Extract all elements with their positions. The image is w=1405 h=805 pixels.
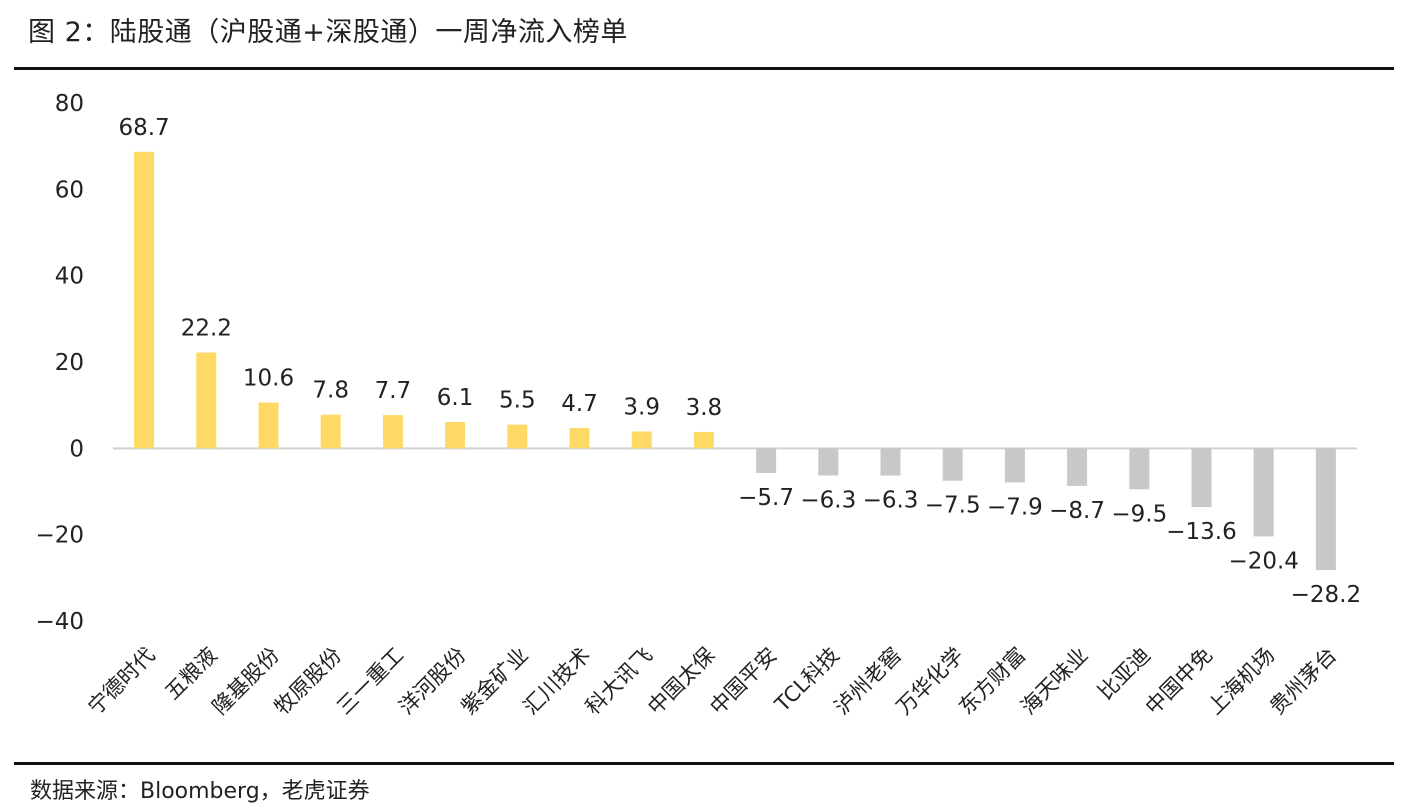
- value-label: −20.4: [1228, 548, 1298, 574]
- bottom-rule: [14, 762, 1394, 765]
- value-label: 3.9: [623, 394, 660, 420]
- bar: [1315, 448, 1336, 571]
- value-label: −9.5: [1111, 501, 1167, 527]
- category-label: 隆基股份: [208, 643, 284, 719]
- category-label: 宁德时代: [83, 643, 159, 719]
- bar: [880, 448, 901, 476]
- bar: [1191, 448, 1212, 508]
- value-label: 7.7: [375, 378, 412, 404]
- value-label: −8.7: [1049, 498, 1105, 524]
- category-label: 上海机场: [1203, 643, 1279, 719]
- value-label: 22.2: [181, 316, 232, 342]
- category-label: 三一重工: [332, 643, 408, 719]
- y-tick-label: −20: [35, 523, 84, 549]
- value-label: 5.5: [499, 388, 536, 414]
- figure-source: 数据来源：Bloomberg，老虎证券: [30, 779, 370, 804]
- y-tick-label: −40: [35, 609, 84, 635]
- bar: [445, 422, 466, 449]
- bar: [818, 448, 839, 476]
- value-label: −6.3: [863, 488, 919, 514]
- bar-chart: 80 60 40 20 0 −20 −40 68.7 宁德时代 22.2 五粮液 10.6 隆基股份 7.…: [35, 91, 1361, 719]
- value-label: 3.8: [686, 395, 723, 421]
- bar: [569, 428, 590, 449]
- y-tick-label: 60: [55, 177, 84, 203]
- category-label: 东方财富: [954, 643, 1030, 719]
- value-label: 7.8: [312, 378, 349, 404]
- bar: [1129, 448, 1150, 490]
- bar: [756, 448, 777, 473]
- value-label: −6.3: [800, 488, 856, 514]
- bar: [134, 151, 155, 449]
- category-label: 泸州老窖: [830, 643, 906, 719]
- category-label: 洋河股份: [394, 643, 470, 719]
- bar: [631, 431, 652, 449]
- bar: [258, 402, 279, 449]
- bar: [693, 431, 714, 449]
- bar: [1004, 448, 1025, 483]
- value-label: −13.6: [1166, 519, 1236, 545]
- value-label: −7.9: [987, 494, 1043, 520]
- figure-title: 图 2：陆股通（沪股通+深股通）一周净流入榜单: [28, 17, 628, 48]
- category-label: 紫金矿业: [456, 643, 532, 719]
- bar: [942, 448, 963, 481]
- value-label: 10.6: [243, 366, 294, 392]
- bar: [382, 415, 403, 449]
- category-label: 牧原股份: [270, 643, 346, 719]
- bar: [507, 424, 528, 449]
- bar: [1067, 448, 1088, 486]
- value-label: −28.2: [1291, 582, 1361, 608]
- y-tick-label: 0: [69, 436, 84, 462]
- category-label: 贵州茅台: [1265, 643, 1341, 719]
- bar: [320, 414, 341, 449]
- top-rule: [14, 67, 1394, 70]
- bar: [196, 352, 217, 449]
- category-label: 海天味业: [1016, 643, 1092, 719]
- category-label: 科大讯飞: [581, 643, 657, 719]
- category-label: 比亚迪: [1093, 643, 1155, 705]
- y-tick-label: 80: [55, 91, 84, 117]
- value-label: 6.1: [437, 385, 474, 411]
- bar: [1253, 448, 1274, 537]
- y-tick-label: 40: [55, 264, 84, 290]
- value-label: −5.7: [738, 485, 794, 511]
- category-label: 中国中免: [1141, 643, 1217, 719]
- value-label: 68.7: [118, 115, 169, 141]
- category-label: 万华化学: [892, 643, 968, 719]
- value-label: 4.7: [561, 391, 598, 417]
- value-label: −7.5: [925, 493, 981, 519]
- y-tick-label: 20: [55, 350, 84, 376]
- category-label: 汇川技术: [519, 643, 595, 719]
- category-label: 五粮液: [160, 643, 222, 705]
- category-label: 中国平安: [705, 643, 781, 719]
- category-label: 中国太保: [643, 643, 719, 719]
